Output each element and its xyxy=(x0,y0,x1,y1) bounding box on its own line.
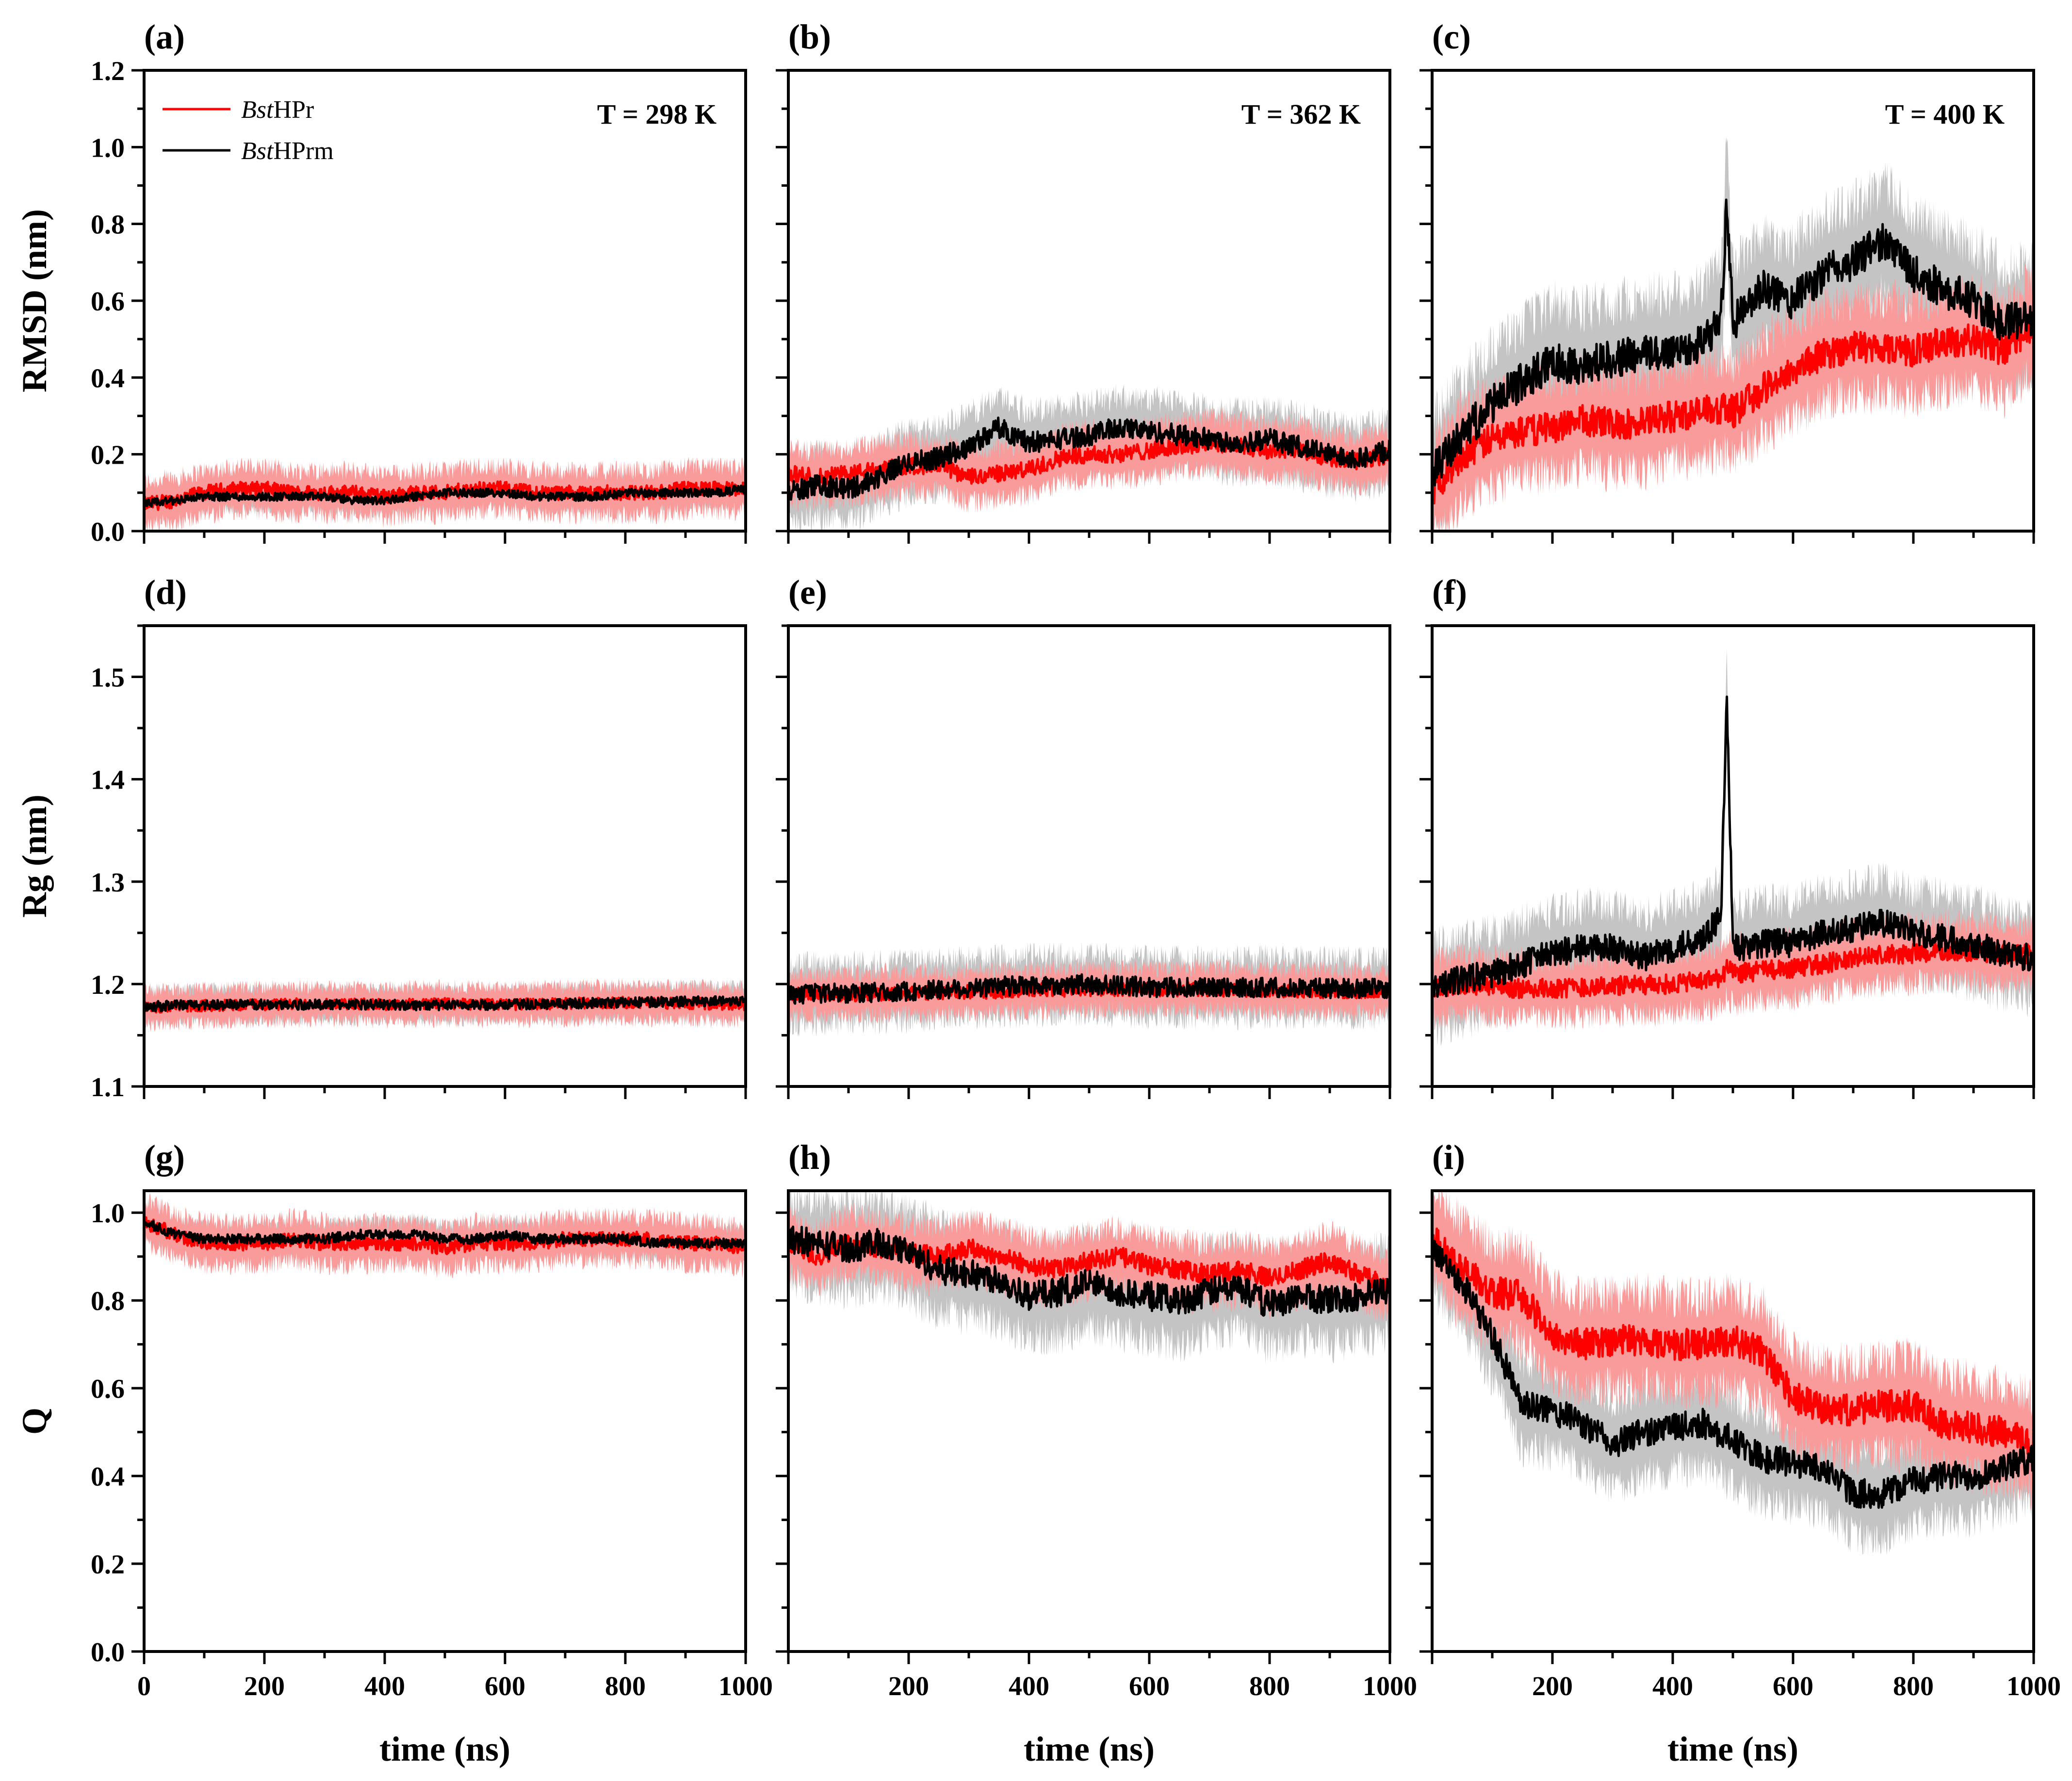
y-tick-label: 1.4 xyxy=(91,765,125,795)
panel-g: 0.0 0.2 0.4 0.6 0.8 1.0 0 200 400 600 800 1000 (g) Qt… xyxy=(15,1138,773,1768)
x-tick-label: 400 xyxy=(1009,1671,1049,1701)
panel-label: (a) xyxy=(144,17,185,56)
x-tick-label: 600 xyxy=(1773,1671,1813,1701)
panel-label: (i) xyxy=(1432,1138,1465,1177)
x-axis-title: time (ns) xyxy=(1667,1730,1798,1768)
x-axis-title: time (ns) xyxy=(1024,1730,1155,1768)
plot-area xyxy=(144,978,746,1032)
y-tick-label: 1.5 xyxy=(91,663,125,693)
plot-area xyxy=(144,457,746,531)
y-tick-label: 1.2 xyxy=(91,970,125,1000)
panel-label: (f) xyxy=(1432,573,1467,612)
y-axis-title: Rg (nm) xyxy=(15,794,54,918)
y-tick-label: 0.4 xyxy=(91,1462,125,1492)
panel-label: (b) xyxy=(788,17,831,56)
panel-label: (e) xyxy=(788,573,827,612)
panel-e: (e) xyxy=(776,573,1391,1099)
x-tick-label: 800 xyxy=(1249,1671,1290,1701)
series-line-BstHPrm xyxy=(788,1225,1390,1317)
band-BstHPrm xyxy=(1432,1198,2034,1555)
x-tick-label: 600 xyxy=(1129,1671,1170,1701)
panel-a: 0.0 0.2 0.4 0.6 0.8 1.0 1.2 (a) T = 298 K RMSD (n… xyxy=(15,17,747,547)
plot-area xyxy=(1432,137,2034,531)
y-tick-label: 1.1 xyxy=(91,1072,125,1102)
panel-label: (g) xyxy=(144,1138,185,1177)
series-line-BstHPr xyxy=(1432,1227,2034,1458)
y-axis-title: Q xyxy=(15,1408,54,1435)
x-tick-label: 1000 xyxy=(2007,1671,2061,1701)
y-tick-label: 0.2 xyxy=(91,440,125,470)
series-line-BstHPrm xyxy=(1432,1240,2034,1509)
y-tick-label: 0.0 xyxy=(91,1637,125,1668)
y-tick-label: 1.0 xyxy=(91,1198,125,1229)
plot-area xyxy=(1432,1191,2034,1555)
x-tick-label: 200 xyxy=(244,1671,285,1701)
temperature-label: T = 362 K xyxy=(1241,98,1361,130)
plot-area xyxy=(144,1193,746,1279)
x-axis-title: time (ns) xyxy=(379,1730,510,1768)
y-tick-label: 1.2 xyxy=(91,56,125,86)
series-line-BstHPrm xyxy=(1432,696,2034,998)
x-tick-label: 200 xyxy=(888,1671,929,1701)
axis-frame xyxy=(143,69,747,533)
x-tick-label: 800 xyxy=(605,1671,646,1701)
series-line-BstHPrm xyxy=(1432,198,2034,486)
x-tick-label: 1000 xyxy=(718,1671,773,1701)
panel-f: (f) xyxy=(1419,573,2035,1099)
y-tick-label: 0.8 xyxy=(91,210,125,240)
panel-i: 200 400 600 800 1000 (i) time (ns) xyxy=(1419,1138,2061,1768)
plot-area xyxy=(788,941,1390,1037)
plot-area xyxy=(788,1191,1390,1364)
x-tick-label: 0 xyxy=(137,1671,151,1701)
legend-label: BstHPrm xyxy=(241,137,334,165)
panel-c: (c) T = 400 K xyxy=(1419,17,2035,544)
x-tick-label: 200 xyxy=(1532,1671,1573,1701)
y-tick-label: 0.6 xyxy=(91,287,125,317)
panel-label: (d) xyxy=(144,573,187,612)
x-tick-label: 400 xyxy=(364,1671,405,1701)
series-line-BstHPr xyxy=(1432,940,2034,999)
y-tick-label: 0.6 xyxy=(91,1374,125,1404)
temperature-label: T = 400 K xyxy=(1885,98,2005,130)
series-line-BstHPrm xyxy=(144,1219,746,1249)
panel-b: (b) T = 362 K xyxy=(776,17,1391,544)
panel-d: 1.1 1.2 1.3 1.4 1.5 (d) Rg (nm) xyxy=(15,573,747,1102)
series-line-BstHPrm xyxy=(788,416,1390,501)
x-tick-label: 1000 xyxy=(1363,1671,1417,1701)
y-tick-label: 0.2 xyxy=(91,1550,125,1580)
x-tick-label: 800 xyxy=(1893,1671,1934,1701)
y-tick-label: 1.0 xyxy=(91,133,125,163)
x-tick-label: 400 xyxy=(1652,1671,1693,1701)
x-tick-label: 600 xyxy=(485,1671,525,1701)
plot-area xyxy=(788,383,1390,531)
series-line-BstHPrm xyxy=(144,995,746,1013)
series-line-BstHPrm xyxy=(144,485,746,509)
y-tick-label: 0.0 xyxy=(91,517,125,547)
legend: BstHPr BstHPrm xyxy=(163,96,334,165)
legend-label: BstHPr xyxy=(241,96,314,124)
y-tick-label: 0.8 xyxy=(91,1286,125,1316)
panel-label: (c) xyxy=(1432,17,1471,56)
temperature-label: T = 298 K xyxy=(597,98,717,130)
series-line-BstHPr xyxy=(1432,309,2034,505)
plot-area xyxy=(1432,649,2034,1047)
y-tick-label: 0.4 xyxy=(91,363,125,393)
panel-label: (h) xyxy=(788,1138,831,1177)
series-line-BstHPrm xyxy=(788,973,1390,1005)
y-tick-label: 1.3 xyxy=(91,868,125,898)
y-axis-title: RMSD (nm) xyxy=(15,209,54,392)
panel-h: 200 400 600 800 1000 (h) time (ns) xyxy=(776,1138,1417,1768)
